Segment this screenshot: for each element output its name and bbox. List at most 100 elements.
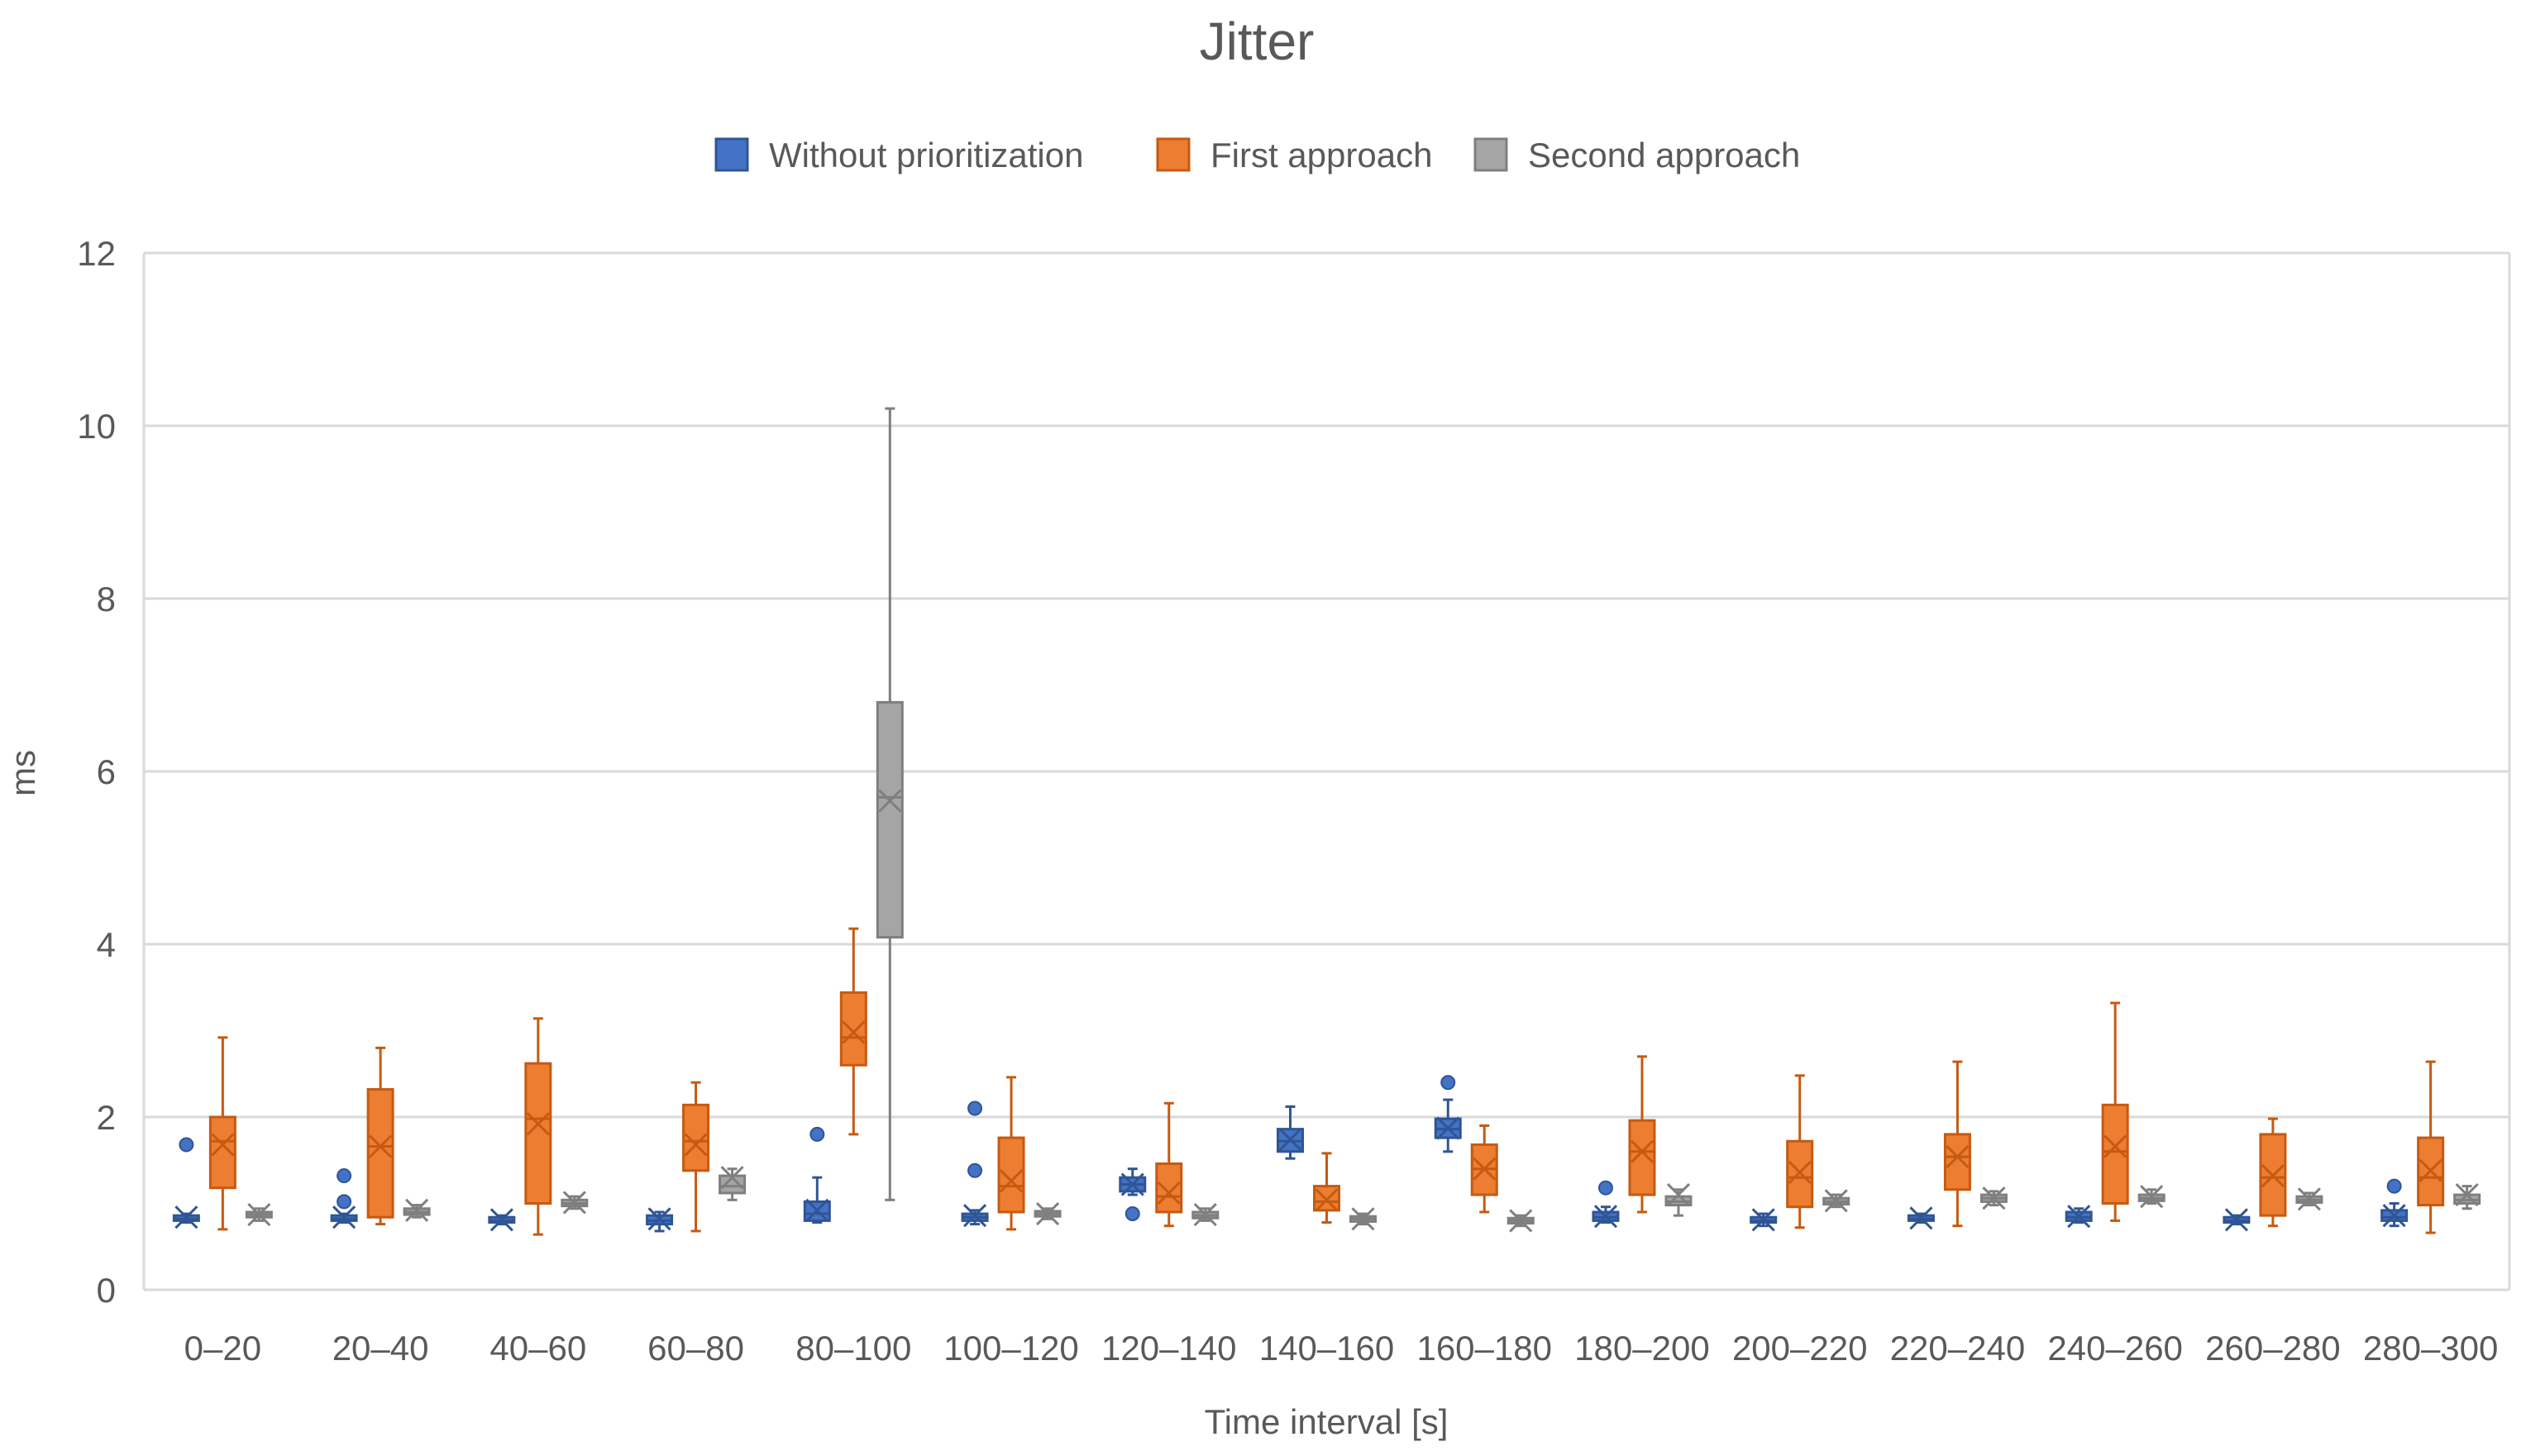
mean-marker bbox=[647, 1207, 671, 1231]
mean-marker bbox=[2103, 1134, 2127, 1158]
mean-marker bbox=[1351, 1207, 1375, 1231]
x-tick-label: 40–60 bbox=[489, 1329, 586, 1368]
mean-marker bbox=[1120, 1172, 1144, 1196]
axis-layer: Jitter Time interval [s] ms 0 2 4 6 8 10 12 0–2… bbox=[3, 12, 2498, 1441]
mean-marker bbox=[878, 789, 902, 813]
mean-marker bbox=[1824, 1189, 1848, 1213]
x-tick-label: 80–100 bbox=[795, 1329, 911, 1368]
box-iqr bbox=[682, 1103, 710, 1172]
mean-marker bbox=[805, 1198, 829, 1222]
mean-marker bbox=[1630, 1139, 1655, 1163]
box-iqr bbox=[1943, 1133, 1971, 1191]
mean-marker bbox=[2382, 1204, 2406, 1228]
outlier-point bbox=[1597, 1180, 1613, 1196]
series-0 bbox=[172, 1075, 2409, 1233]
mean-marker bbox=[1666, 1182, 1691, 1207]
mean-marker bbox=[1473, 1157, 1497, 1181]
y-tick-label: 6 bbox=[97, 752, 116, 791]
x-tick-label: 260–280 bbox=[2205, 1329, 2341, 1368]
mean-marker bbox=[2140, 1185, 2164, 1209]
mean-marker bbox=[999, 1169, 1024, 1193]
mean-marker bbox=[332, 1205, 356, 1229]
mean-marker bbox=[1946, 1145, 1970, 1169]
mean-marker bbox=[720, 1166, 744, 1190]
box-iqr bbox=[876, 700, 904, 939]
box-iqr bbox=[839, 991, 867, 1067]
mean-marker bbox=[1193, 1203, 1217, 1227]
series-1 bbox=[208, 927, 2445, 1236]
legend-label-1: First approach bbox=[1210, 136, 1432, 174]
mean-marker bbox=[405, 1198, 429, 1222]
mean-marker bbox=[174, 1205, 198, 1229]
y-axis-label: ms bbox=[3, 750, 42, 796]
mean-marker bbox=[247, 1203, 271, 1227]
box-iqr bbox=[1628, 1119, 1656, 1196]
grid-layer bbox=[142, 251, 2511, 1291]
x-tick-label: 100–120 bbox=[943, 1329, 1079, 1368]
mean-marker bbox=[369, 1134, 393, 1158]
x-tick-label: 220–240 bbox=[1890, 1329, 2026, 1368]
x-tick-label: 140–160 bbox=[1259, 1329, 1395, 1368]
box-iqr bbox=[997, 1136, 1025, 1214]
x-tick-label: 60–80 bbox=[647, 1329, 744, 1368]
y-tick-label: 10 bbox=[77, 407, 116, 446]
mean-marker bbox=[2297, 1187, 2321, 1211]
mean-marker bbox=[1909, 1206, 1933, 1230]
mean-marker bbox=[2067, 1205, 2091, 1229]
outlier-point bbox=[337, 1194, 352, 1210]
mean-marker bbox=[2261, 1163, 2285, 1188]
mean-marker bbox=[1035, 1201, 1060, 1226]
y-tick-label: 12 bbox=[77, 234, 116, 273]
y-tick-label: 8 bbox=[97, 580, 116, 618]
mean-marker bbox=[1436, 1116, 1460, 1140]
mean-marker bbox=[1157, 1181, 1181, 1205]
legend: Without prioritization First approach Seco… bbox=[714, 136, 1800, 174]
outlier-point bbox=[967, 1162, 983, 1178]
mean-marker bbox=[1751, 1208, 1775, 1232]
legend-swatch-2 bbox=[1473, 137, 1508, 172]
x-tick-label: 240–260 bbox=[2047, 1329, 2183, 1368]
outlier-point bbox=[967, 1100, 983, 1116]
mean-marker bbox=[1788, 1160, 1812, 1184]
y-tick-label: 0 bbox=[97, 1271, 116, 1310]
x-tick-label: 280–300 bbox=[2363, 1329, 2499, 1368]
legend-label-0: Without prioritization bbox=[769, 136, 1083, 174]
mean-marker bbox=[842, 1020, 866, 1044]
mean-marker bbox=[1982, 1186, 2006, 1210]
mean-marker bbox=[684, 1133, 708, 1157]
box-iqr bbox=[1155, 1162, 1183, 1214]
legend-label-2: Second approach bbox=[1528, 136, 1800, 174]
x-tick-label: 200–220 bbox=[1732, 1329, 1868, 1368]
mean-marker bbox=[1593, 1205, 1618, 1229]
legend-swatch-1 bbox=[1156, 137, 1191, 172]
x-tick-label: 0–20 bbox=[184, 1329, 261, 1368]
legend-swatch-0 bbox=[714, 137, 749, 172]
outlier-point bbox=[2386, 1178, 2402, 1194]
mean-marker bbox=[562, 1191, 586, 1215]
mean-marker bbox=[489, 1208, 513, 1232]
mean-marker bbox=[211, 1133, 235, 1157]
mean-marker bbox=[1278, 1128, 1302, 1152]
outlier-point bbox=[1440, 1075, 1456, 1091]
x-axis-label: Time interval [s] bbox=[1205, 1402, 1449, 1441]
x-tick-label: 120–140 bbox=[1101, 1329, 1237, 1368]
mean-marker bbox=[526, 1112, 550, 1136]
y-tick-label: 4 bbox=[97, 925, 116, 964]
mean-marker bbox=[2224, 1208, 2248, 1232]
mean-marker bbox=[2455, 1182, 2479, 1207]
series-2 bbox=[245, 407, 2481, 1233]
chart-title: Jitter bbox=[1200, 12, 1315, 71]
outlier-point bbox=[1125, 1206, 1140, 1222]
x-tick-label: 180–200 bbox=[1574, 1329, 1710, 1368]
outlier-point bbox=[337, 1168, 352, 1184]
y-tick-label: 2 bbox=[97, 1098, 116, 1137]
mean-marker bbox=[1315, 1188, 1339, 1212]
mean-marker bbox=[1509, 1209, 1533, 1233]
mean-marker bbox=[2419, 1158, 2442, 1182]
box-iqr bbox=[366, 1088, 394, 1219]
mean-marker bbox=[962, 1204, 987, 1228]
x-tick-label: 20–40 bbox=[332, 1329, 429, 1368]
outlier-point bbox=[809, 1126, 825, 1142]
